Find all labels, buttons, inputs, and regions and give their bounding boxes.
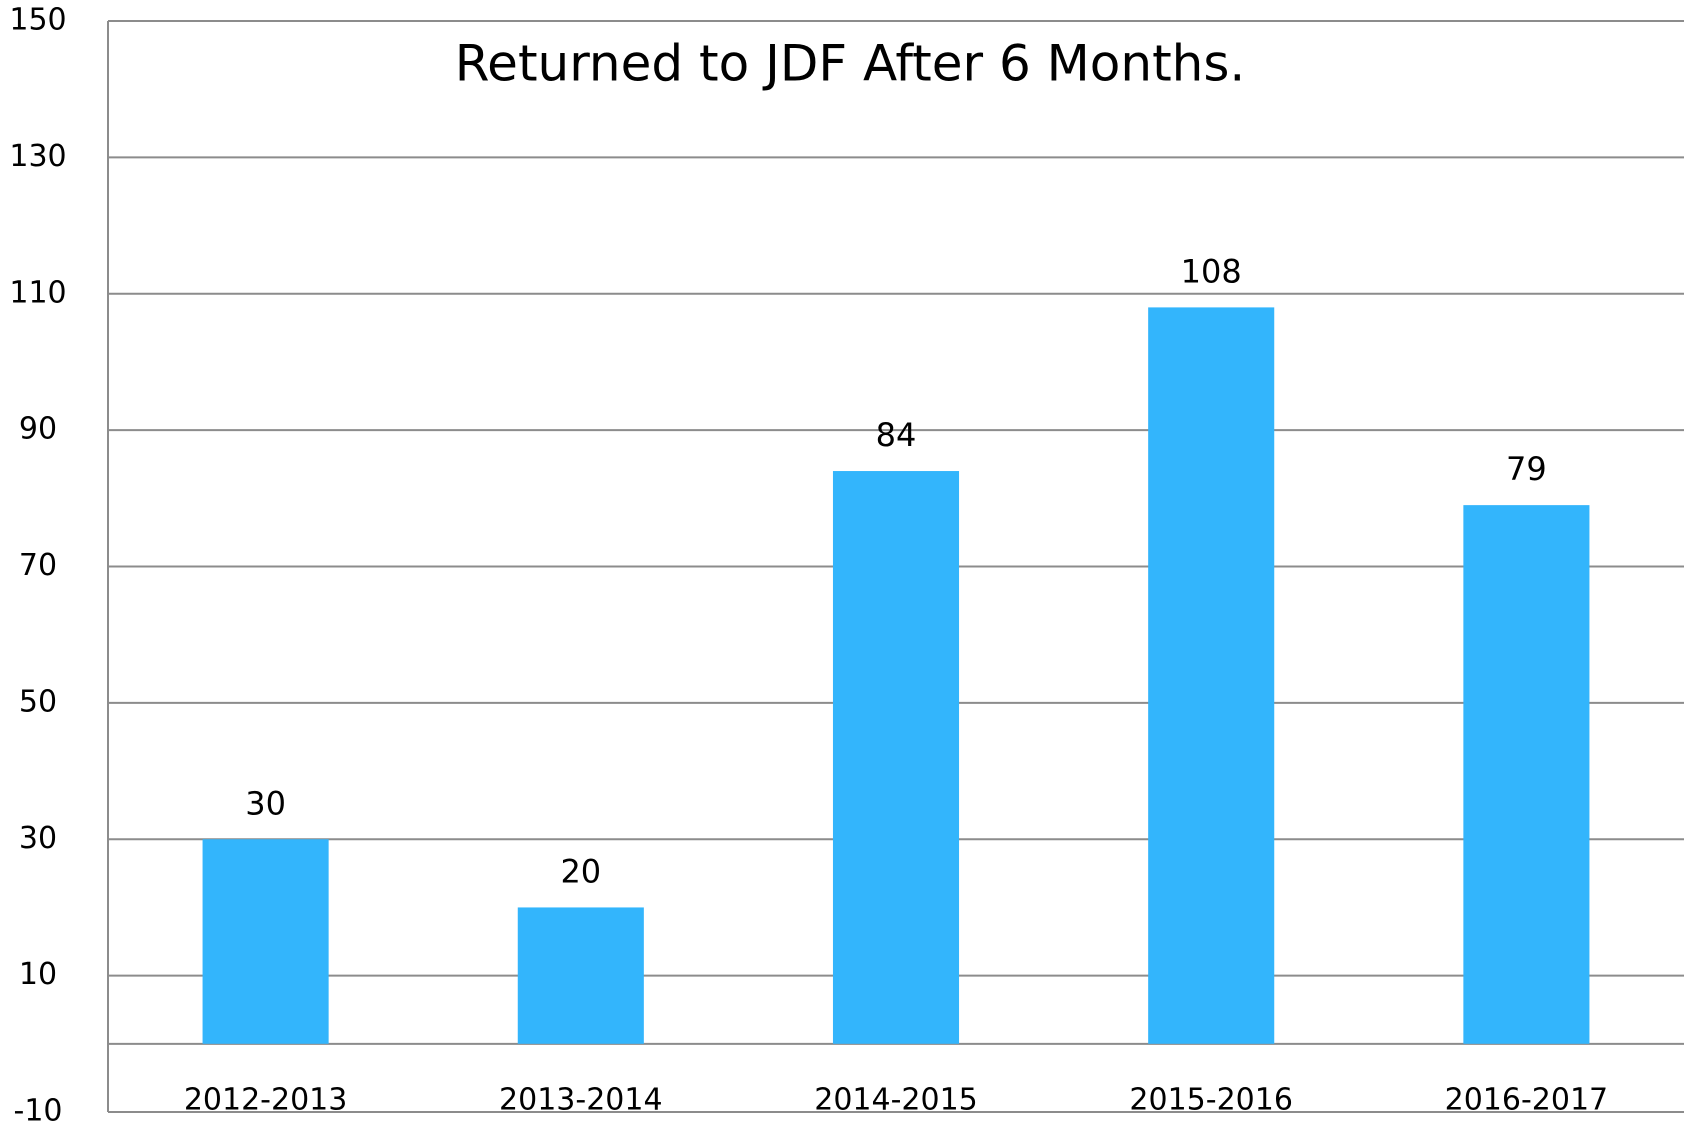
value-label: 84 (876, 416, 917, 454)
value-label: 79 (1506, 450, 1547, 488)
x-tick-label: 2016-2017 (1445, 1083, 1609, 1118)
bar (1463, 505, 1590, 1044)
x-tick-label: 2012-2013 (184, 1083, 348, 1118)
value-label: 30 (245, 784, 286, 822)
bar (832, 471, 960, 1044)
y-tick-label: 110 (9, 275, 66, 310)
y-tick-label: 150 (9, 3, 66, 38)
x-tick-label: 2014-2015 (814, 1083, 978, 1118)
y-tick-label: 10 (19, 957, 57, 992)
x-tick-label: 2015-2016 (1129, 1083, 1293, 1118)
bar (1148, 307, 1275, 1044)
bar (517, 907, 644, 1044)
y-tick-label: 90 (19, 412, 57, 447)
value-label: 20 (560, 852, 601, 890)
y-tick-label: 50 (19, 684, 57, 719)
bar (202, 839, 329, 1044)
value-label: 108 (1181, 252, 1242, 290)
y-tick-label: 30 (19, 821, 57, 856)
chart-title: Returned to JDF After 6 Months. (455, 35, 1246, 93)
x-tick-label: 2013-2014 (499, 1083, 663, 1118)
y-tick-label: 130 (9, 139, 66, 174)
y-tick-label: -10 (14, 1094, 63, 1127)
y-tick-label: 70 (19, 548, 57, 583)
